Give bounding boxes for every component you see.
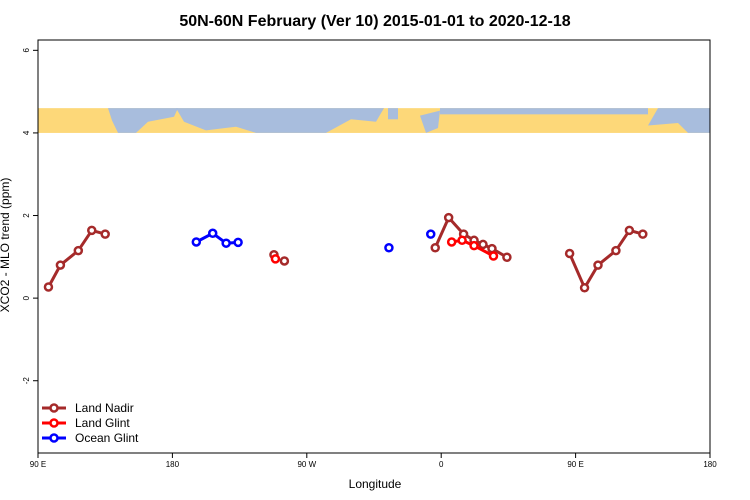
data-point <box>233 237 243 248</box>
x-axis-label: Longitude <box>349 477 402 491</box>
x-tick-label: 90 W <box>297 460 316 469</box>
x-tick-label: 90 E <box>30 460 46 469</box>
map-ocean-region <box>388 108 398 120</box>
legend-item-ocean-glint: Ocean Glint <box>42 431 139 445</box>
y-tick-label: 4 <box>22 130 31 135</box>
legend-marker <box>49 418 59 428</box>
series-ocean-glint <box>191 228 436 253</box>
series-line <box>195 231 239 245</box>
map-ocean-region <box>440 108 648 115</box>
series-line <box>47 228 106 288</box>
data-point <box>624 225 635 236</box>
legend-item-land-glint: Land Glint <box>42 416 130 430</box>
data-point <box>73 245 84 256</box>
series-line <box>451 238 495 258</box>
series-layer <box>43 212 648 293</box>
data-point <box>478 239 488 250</box>
data-point <box>579 283 590 293</box>
series-land-nadir <box>43 212 648 293</box>
plot-frame <box>37 39 711 454</box>
data-point <box>430 242 440 253</box>
map-ocean-region <box>648 108 710 133</box>
map-ocean-region <box>108 108 178 133</box>
data-point <box>443 212 454 223</box>
data-point <box>611 245 621 256</box>
data-point <box>638 229 648 239</box>
data-point <box>100 229 110 239</box>
series-line <box>568 228 644 290</box>
chart-title: 50N-60N February (Ver 10) 2015-01-01 to … <box>179 13 570 30</box>
y-axis-ticks: -2 0 2 4 6 <box>22 48 38 385</box>
series-land-glint <box>270 235 499 264</box>
data-point <box>191 237 202 247</box>
data-point <box>384 242 394 253</box>
y-tick-label: 0 <box>22 295 31 300</box>
x-tick-label: 90 E <box>567 460 583 469</box>
data-point <box>446 237 457 247</box>
data-point <box>221 238 231 248</box>
data-point <box>469 240 479 251</box>
y-axis-label: XCO2 - MLO trend (ppm) <box>0 178 12 313</box>
world-map-band <box>38 108 710 133</box>
data-point <box>55 260 66 270</box>
x-tick-label: 180 <box>166 460 180 469</box>
data-point <box>425 229 436 239</box>
data-point <box>87 225 97 236</box>
legend-label: Land Glint <box>75 416 130 430</box>
y-tick-label: 6 <box>22 48 31 53</box>
data-point <box>564 248 575 259</box>
x-axis-ticks: 90 E 180 90 W 0 90 E 180 <box>30 453 717 469</box>
data-point <box>279 256 290 266</box>
data-point <box>270 254 281 264</box>
map-ocean-region <box>420 110 440 133</box>
y-tick-label: -2 <box>22 377 31 385</box>
x-tick-label: 0 <box>439 460 444 469</box>
legend-item-land-nadir: Land Nadir <box>42 401 134 415</box>
data-point <box>457 235 467 246</box>
legend-label: Ocean Glint <box>75 431 139 445</box>
data-point <box>487 243 497 254</box>
x-tick-label: 180 <box>703 460 717 469</box>
legend-label: Land Nadir <box>75 401 134 415</box>
data-point <box>207 228 218 239</box>
y-tick-label: 2 <box>22 213 31 218</box>
data-point <box>502 252 512 262</box>
legend-marker <box>49 403 59 413</box>
data-point <box>43 282 54 292</box>
map-ocean-region <box>176 108 384 133</box>
data-point <box>593 260 603 270</box>
data-point <box>488 251 499 261</box>
legend-marker <box>49 433 59 443</box>
